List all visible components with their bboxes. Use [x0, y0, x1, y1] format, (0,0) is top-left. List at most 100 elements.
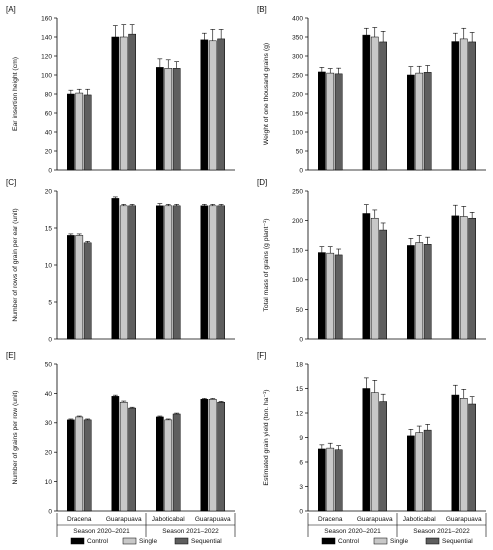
season-label: Season 2020–2021	[324, 528, 381, 535]
x-tick-label: Guarapuava	[357, 516, 393, 523]
y-axis-title: Number of rows of grain per ear (unit)	[12, 208, 19, 321]
bar-single	[75, 416, 84, 512]
bar-control	[318, 448, 326, 512]
chart-panel-4: [D] 0 50 100 150 200 250 Total mass of grains (…	[257, 178, 486, 343]
bar-control	[200, 39, 209, 171]
y-tick-label: 30	[45, 420, 53, 427]
bar-sequential	[468, 41, 476, 171]
bar-control	[362, 388, 371, 512]
y-tick-label: 160	[41, 15, 52, 22]
legend-swatch-control	[321, 537, 336, 545]
y-tick-label: 12	[296, 410, 304, 417]
x-tick-label: Dracena	[318, 516, 343, 523]
bar-control	[451, 215, 460, 340]
y-tick-label: 15	[296, 386, 304, 393]
bar-single	[119, 205, 128, 340]
bar-control	[451, 41, 460, 171]
legend-swatch-single	[122, 537, 137, 545]
bar-sequential	[334, 73, 343, 171]
y-tick-label: 250	[292, 72, 303, 79]
bar-sequential	[334, 449, 343, 512]
bar-sequential	[379, 229, 387, 340]
panel-label: [E]	[6, 351, 16, 360]
bar-control	[362, 213, 371, 340]
panel-label: [D]	[257, 178, 267, 187]
y-axis-title: Total mass of grains (g plant⁻¹)	[263, 218, 270, 311]
y-tick-label: 9	[299, 435, 303, 442]
x-tick-label: Jaboticabal	[403, 516, 436, 523]
x-tick-label: Guarapuava	[195, 516, 231, 523]
bar-control	[318, 252, 326, 340]
y-axis-title: Ear insertion height (cm)	[12, 57, 19, 131]
bar-single	[459, 216, 468, 340]
bar-control	[362, 34, 371, 171]
bar-sequential	[334, 254, 343, 340]
legend-label: Control	[87, 538, 109, 545]
x-tick-label: Dracena	[67, 516, 92, 523]
x-tick-label: Guarapuava	[446, 516, 482, 523]
y-tick-label: 10	[45, 262, 53, 269]
bar-sequential	[128, 33, 137, 171]
bar-single	[326, 252, 335, 340]
y-tick-label: 6	[299, 459, 303, 466]
bar-single	[415, 72, 424, 171]
bar-control	[407, 74, 415, 171]
y-tick-label: 18	[296, 361, 304, 368]
legend-label: Single	[139, 538, 157, 545]
y-tick-label: 0	[48, 167, 52, 174]
y-tick-label: 0	[299, 336, 303, 343]
bar-sequential	[128, 205, 137, 340]
legend-swatch-control	[70, 537, 85, 545]
y-tick-label: 200	[292, 91, 303, 98]
bar-sequential	[83, 242, 92, 340]
y-tick-label: 140	[41, 34, 52, 41]
bar-sequential	[423, 72, 432, 171]
panel-label: [A]	[6, 5, 16, 14]
bar-sequential	[128, 407, 137, 512]
y-tick-label: 80	[45, 91, 53, 98]
chart-panel-6: [F] 0 3 6 9 12 15 18 Estimated grain yield (ton.…	[257, 351, 486, 515]
y-tick-label: 40	[45, 391, 53, 398]
bar-sequential	[217, 401, 226, 512]
bar-sequential	[217, 38, 226, 171]
bar-sequential	[423, 244, 432, 340]
bar-single	[208, 205, 217, 340]
bar-sequential	[468, 217, 476, 340]
y-tick-label: 100	[41, 72, 52, 79]
bar-single	[75, 235, 84, 340]
y-axis-title: Estimated grain yield (ton. ha⁻¹)	[263, 389, 270, 485]
y-tick-label: 120	[41, 53, 52, 60]
bar-sequential	[423, 429, 432, 512]
bar-single	[326, 447, 335, 512]
y-tick-label: 400	[292, 15, 303, 22]
bar-single	[370, 36, 379, 171]
y-tick-label: 100	[292, 129, 303, 136]
bar-single	[459, 38, 468, 171]
y-tick-label: 60	[45, 110, 53, 117]
chart-panel-2: [B] 0 50 100 150 200 250 300 350 400 Weight of one…	[257, 5, 486, 174]
y-tick-label: 10	[45, 479, 53, 486]
y-tick-label: 50	[296, 307, 304, 314]
season-label: Season 2021–2022	[413, 528, 470, 535]
y-tick-label: 150	[292, 248, 303, 255]
bar-sequential	[172, 413, 181, 512]
x-tick-label: Guarapuava	[106, 516, 142, 523]
bar-sequential	[379, 401, 387, 512]
panel-label: [C]	[6, 178, 16, 187]
season-label: Season 2021–2022	[162, 528, 219, 535]
bar-control	[67, 419, 75, 512]
bar-control	[111, 36, 120, 171]
legend-label: Sequential	[191, 538, 222, 545]
panel-label: [B]	[257, 5, 267, 14]
bar-control	[407, 245, 415, 340]
y-tick-label: 0	[299, 167, 303, 174]
bar-sequential	[468, 403, 476, 512]
y-tick-label: 0	[299, 508, 303, 515]
bar-single	[370, 217, 379, 340]
legend-swatch-sequential	[425, 537, 440, 545]
bar-single	[459, 398, 468, 512]
x-axis-block-6: Dracena Guarapuava Jaboticabal Guarapuava Se…	[307, 513, 487, 545]
bar-control	[67, 93, 75, 171]
y-tick-label: 250	[292, 188, 303, 195]
